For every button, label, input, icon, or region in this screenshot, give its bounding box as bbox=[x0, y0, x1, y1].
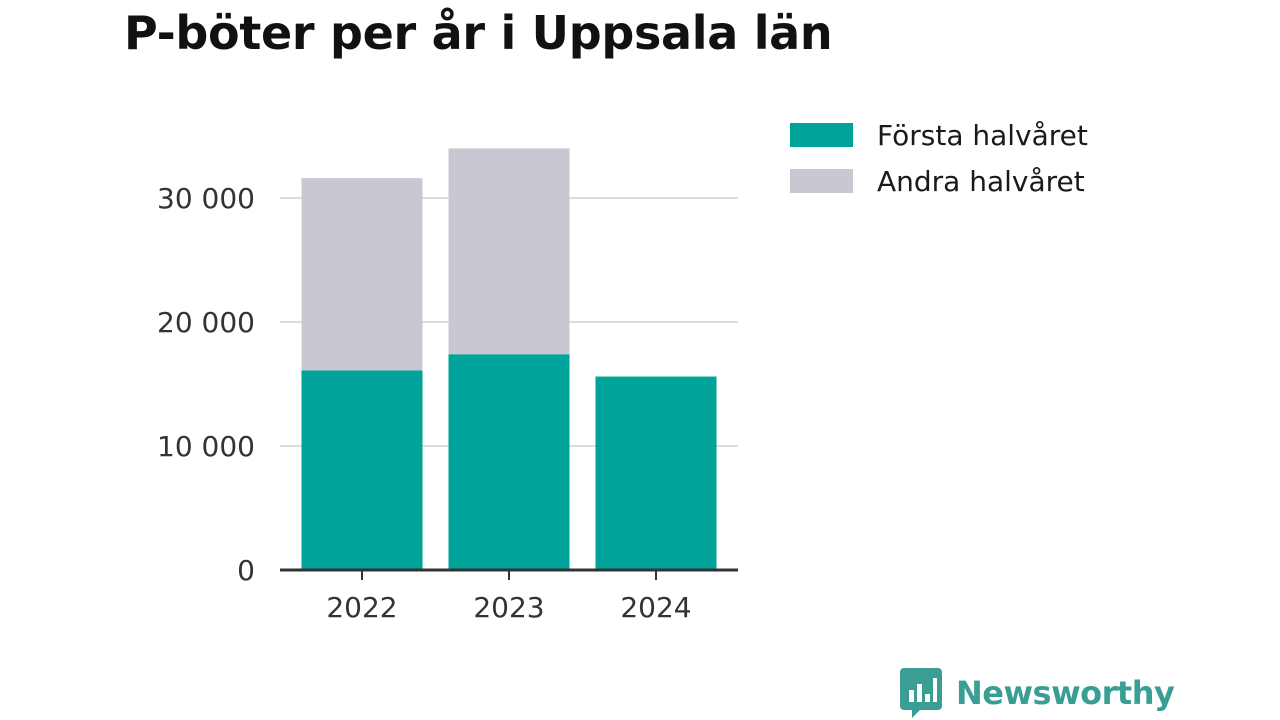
legend-item-first-half: Första halvåret bbox=[790, 112, 1088, 158]
x-tick-label: 2024 bbox=[620, 591, 691, 624]
bars bbox=[301, 148, 717, 570]
brand-logo: Newsworthy bbox=[900, 668, 1175, 718]
bar-first-half-2022 bbox=[301, 370, 423, 570]
x-tick-label: 2022 bbox=[326, 591, 397, 624]
legend-swatch-first-half bbox=[790, 123, 853, 147]
bar-second-half-2022 bbox=[301, 178, 423, 371]
y-tick-label: 10 000 bbox=[157, 430, 255, 463]
legend-label-first-half: Första halvåret bbox=[877, 118, 1088, 152]
y-tick-label: 20 000 bbox=[157, 306, 255, 339]
bar-second-half-2023 bbox=[448, 148, 570, 355]
bar-chart-speech-bubble-icon bbox=[900, 668, 942, 718]
legend-swatch-second-half bbox=[790, 169, 853, 193]
y-tick-label: 30 000 bbox=[157, 182, 255, 215]
bar-first-half-2023 bbox=[448, 354, 570, 570]
axes: 0 10 000 20 000 30 000 2022 2023 2024 bbox=[157, 182, 738, 624]
brand-name: Newsworthy bbox=[956, 674, 1175, 712]
bar-first-half-2024 bbox=[595, 376, 717, 570]
legend-label-second-half: Andra halvåret bbox=[877, 164, 1085, 198]
chart-title: P-böter per år i Uppsala län bbox=[124, 6, 833, 60]
x-tick-label: 2023 bbox=[473, 591, 544, 624]
legend-item-second-half: Andra halvåret bbox=[790, 158, 1088, 204]
legend: Första halvåret Andra halvåret bbox=[790, 112, 1088, 204]
y-tick-label: 0 bbox=[237, 554, 255, 587]
